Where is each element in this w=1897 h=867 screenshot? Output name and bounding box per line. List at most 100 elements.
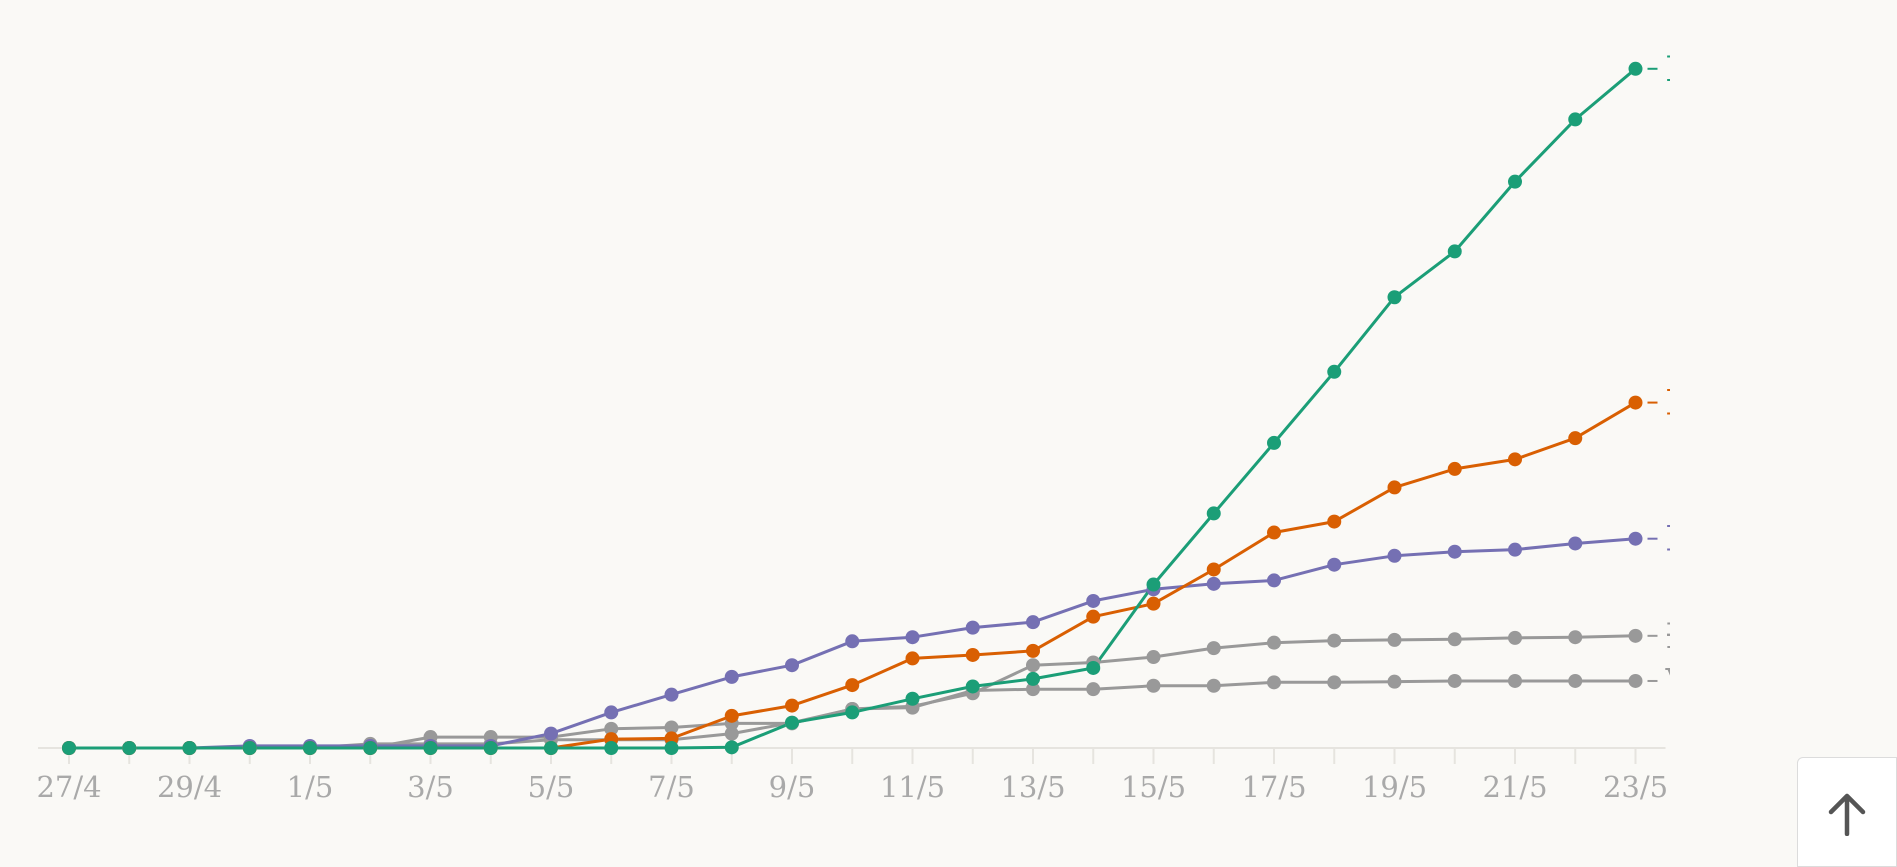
data-point (1628, 531, 1643, 546)
x-tick-label: 19/5 (1362, 770, 1427, 804)
data-point (1026, 671, 1040, 686)
data-point (724, 726, 739, 741)
data-point (1508, 452, 1522, 467)
data-point (363, 741, 378, 755)
data-point (1026, 643, 1040, 658)
data-point (1568, 630, 1583, 645)
data-point (1447, 244, 1462, 259)
data-point (785, 715, 799, 730)
data-point (724, 740, 739, 755)
data-point (1146, 678, 1161, 693)
data-point (1387, 632, 1402, 647)
data-point (544, 726, 558, 741)
series-line (69, 401, 1637, 750)
data-point (1508, 630, 1522, 645)
data-point (965, 647, 980, 662)
arrow-up-icon (1828, 793, 1866, 836)
data-point (845, 634, 860, 649)
scroll-to-top-button[interactable] (1797, 757, 1897, 867)
x-tick-label: 21/5 (1482, 770, 1547, 804)
data-point (1267, 635, 1281, 650)
data-point (845, 705, 860, 720)
data-point (1267, 573, 1281, 588)
data-point (965, 620, 980, 635)
data-point (1568, 112, 1583, 127)
data-point (1387, 548, 1402, 563)
data-point (1267, 675, 1281, 690)
data-point (1206, 641, 1221, 656)
series-label: Bắc Giang (1666, 49, 1671, 90)
data-point (1267, 525, 1281, 540)
data-point (1568, 673, 1583, 688)
data-point (1146, 650, 1161, 665)
data-point (664, 687, 679, 702)
series-label: Đà Nẵng (1666, 615, 1671, 657)
x-tick-label: 15/5 (1121, 770, 1186, 804)
series-label: Vĩnh Phúc (1665, 661, 1671, 702)
data-point (1628, 673, 1643, 688)
data-point (1327, 514, 1342, 529)
x-tick-label: 3/5 (407, 770, 454, 804)
data-point (1146, 577, 1161, 592)
series-label: Hà Nội (1666, 519, 1671, 560)
data-point (1206, 576, 1221, 591)
data-point (1086, 682, 1101, 697)
data-point (1026, 615, 1040, 630)
data-point (1508, 542, 1522, 557)
line-chart: 27/4 29/4 1/5 3/5 5/5 7/5 9/5 11/5 13/5 15/5 17/5 1… (36, 49, 1671, 804)
data-point (1508, 174, 1522, 189)
data-point (604, 741, 619, 755)
data-point (1327, 557, 1342, 572)
data-point (1387, 480, 1402, 495)
data-point (1447, 673, 1462, 688)
data-point (423, 741, 438, 755)
data-point (724, 669, 739, 684)
data-point (303, 741, 317, 755)
x-tick-label: 29/4 (157, 770, 222, 804)
x-tick-label: 17/5 (1241, 770, 1306, 804)
data-point (664, 731, 679, 746)
data-point (1447, 461, 1462, 476)
data-point (1508, 673, 1522, 688)
data-point (62, 741, 76, 755)
data-point (905, 651, 920, 666)
data-point (905, 691, 920, 706)
data-point (1327, 675, 1342, 690)
data-point (604, 721, 619, 736)
data-point (1206, 678, 1221, 693)
data-point (242, 741, 257, 755)
data-point (1447, 544, 1462, 559)
data-point (965, 679, 980, 694)
data-point (1086, 609, 1101, 624)
x-tick-label: 27/4 (36, 770, 101, 804)
data-point (1086, 593, 1101, 608)
x-tick-label: 1/5 (287, 770, 334, 804)
x-tick-label: 11/5 (880, 770, 945, 804)
data-point (182, 741, 197, 755)
data-point (1267, 435, 1281, 450)
data-point (1146, 596, 1161, 611)
data-point (785, 658, 799, 673)
data-point (1568, 536, 1583, 551)
data-point (483, 741, 498, 755)
x-tick-label: 5/5 (528, 770, 575, 804)
data-point (905, 630, 920, 645)
x-tick-label: 9/5 (769, 770, 816, 804)
data-point (1568, 431, 1583, 446)
data-point (1086, 660, 1101, 675)
data-point (1628, 61, 1643, 76)
data-point (1206, 562, 1221, 577)
data-point (1447, 632, 1462, 647)
data-point (845, 678, 860, 693)
data-point (122, 741, 137, 755)
series-label: Bắc Ninh (1666, 383, 1671, 424)
data-point (1026, 682, 1040, 697)
data-point (1327, 364, 1342, 379)
data-point (1387, 290, 1402, 305)
x-tick-label: 23/5 (1603, 770, 1668, 804)
data-point (664, 720, 679, 735)
data-point (1628, 395, 1643, 410)
data-point (1628, 628, 1643, 643)
data-point (785, 698, 799, 713)
data-point (1026, 658, 1040, 673)
